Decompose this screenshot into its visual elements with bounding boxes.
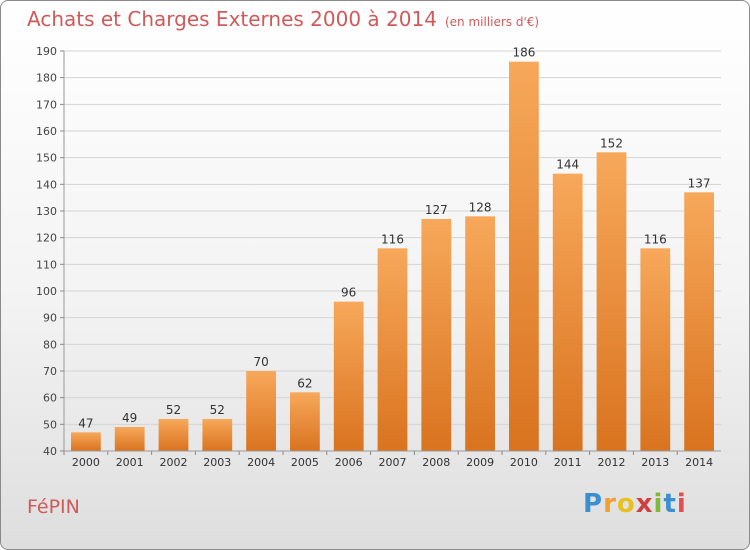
bar-2010 bbox=[509, 61, 539, 452]
bar-2000 bbox=[71, 432, 101, 451]
data-label: 52 bbox=[166, 403, 181, 417]
data-label: 116 bbox=[644, 232, 667, 246]
y-tick-label: 70 bbox=[43, 365, 57, 378]
x-tick-label: 2014 bbox=[685, 456, 713, 469]
x-tick-label: 2003 bbox=[203, 456, 231, 469]
data-labels: 47 49 52 52 70 62 96 116 127 128 186 144 152 116 137 bbox=[78, 46, 710, 431]
y-tick-label: 110 bbox=[36, 258, 57, 271]
data-label: 70 bbox=[253, 355, 268, 369]
y-tick-label: 170 bbox=[36, 98, 57, 111]
x-tick-label: 2013 bbox=[641, 456, 669, 469]
x-tick-label: 2000 bbox=[72, 456, 100, 469]
x-axis-ticks: 2000 2001 2002 2003 2004 2005 2006 2007 2008 2009… bbox=[63, 450, 721, 469]
data-label: 62 bbox=[297, 376, 312, 390]
bar-2011 bbox=[552, 173, 583, 451]
data-label: 186 bbox=[512, 46, 535, 60]
bar-2014 bbox=[684, 192, 714, 452]
y-tick-label: 120 bbox=[36, 232, 57, 245]
data-label: 49 bbox=[122, 411, 137, 425]
bar-2006 bbox=[333, 301, 364, 451]
bar-2008 bbox=[421, 219, 452, 451]
y-tick-label: 190 bbox=[36, 45, 57, 58]
y-tick-label: 130 bbox=[36, 205, 57, 218]
bar-2013 bbox=[640, 248, 671, 451]
data-label: 144 bbox=[556, 158, 579, 172]
chart-title: Achats et Charges Externes 2000 à 2014 (e… bbox=[27, 7, 539, 31]
y-axis-ticks: 40 50 60 70 80 90 100 110 120 130 140 150 160 170 180 1… bbox=[36, 45, 65, 458]
x-tick-label: 2006 bbox=[335, 456, 363, 469]
data-label: 52 bbox=[210, 403, 225, 417]
bar-2003 bbox=[202, 419, 233, 451]
commune-name: FéPIN bbox=[27, 496, 80, 518]
y-tick-label: 100 bbox=[36, 285, 57, 298]
x-tick-label: 2011 bbox=[554, 456, 582, 469]
y-tick-label: 80 bbox=[43, 338, 57, 351]
bar-2002 bbox=[158, 419, 189, 451]
y-tick-label: 140 bbox=[36, 178, 57, 191]
x-tick-label: 2008 bbox=[422, 456, 450, 469]
x-tick-label: 2010 bbox=[510, 456, 538, 469]
data-label: 152 bbox=[600, 136, 623, 150]
data-label: 137 bbox=[688, 176, 711, 190]
bars bbox=[71, 61, 714, 452]
data-label: 47 bbox=[78, 416, 93, 430]
y-tick-label: 40 bbox=[43, 445, 57, 458]
bar-2004 bbox=[246, 371, 276, 451]
x-tick-label: 2001 bbox=[116, 456, 144, 469]
proxiti-logo[interactable]: Proxiti bbox=[583, 489, 687, 519]
y-tick-label: 50 bbox=[43, 418, 57, 431]
data-label: 128 bbox=[469, 200, 492, 214]
y-tick-label: 150 bbox=[36, 152, 57, 165]
bar-2007 bbox=[377, 248, 408, 451]
data-label: 116 bbox=[381, 232, 404, 246]
y-tick-label: 90 bbox=[43, 312, 57, 325]
data-label: 96 bbox=[341, 286, 356, 300]
bar-2012 bbox=[596, 152, 627, 452]
bar-2005 bbox=[290, 392, 320, 451]
x-tick-label: 2009 bbox=[466, 456, 494, 469]
x-tick-label: 2007 bbox=[379, 456, 407, 469]
data-label: 127 bbox=[425, 203, 448, 217]
x-tick-label: 2005 bbox=[291, 456, 319, 469]
x-tick-label: 2012 bbox=[598, 456, 626, 469]
y-tick-label: 180 bbox=[36, 72, 57, 85]
x-tick-label: 2002 bbox=[160, 456, 188, 469]
x-tick-label: 2004 bbox=[247, 456, 275, 469]
chart-title-text: Achats et Charges Externes 2000 à 2014 bbox=[27, 7, 437, 31]
bar-2009 bbox=[465, 216, 495, 451]
bar-2001 bbox=[114, 427, 145, 451]
y-tick-label: 160 bbox=[36, 125, 57, 138]
chart-unit: (en milliers d'€) bbox=[444, 15, 540, 29]
y-tick-label: 60 bbox=[43, 392, 57, 405]
